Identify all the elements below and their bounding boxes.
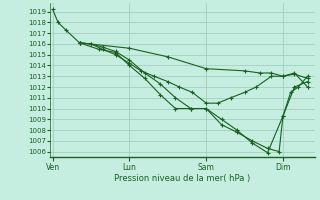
X-axis label: Pression niveau de la mer( hPa ): Pression niveau de la mer( hPa ) bbox=[114, 174, 251, 183]
